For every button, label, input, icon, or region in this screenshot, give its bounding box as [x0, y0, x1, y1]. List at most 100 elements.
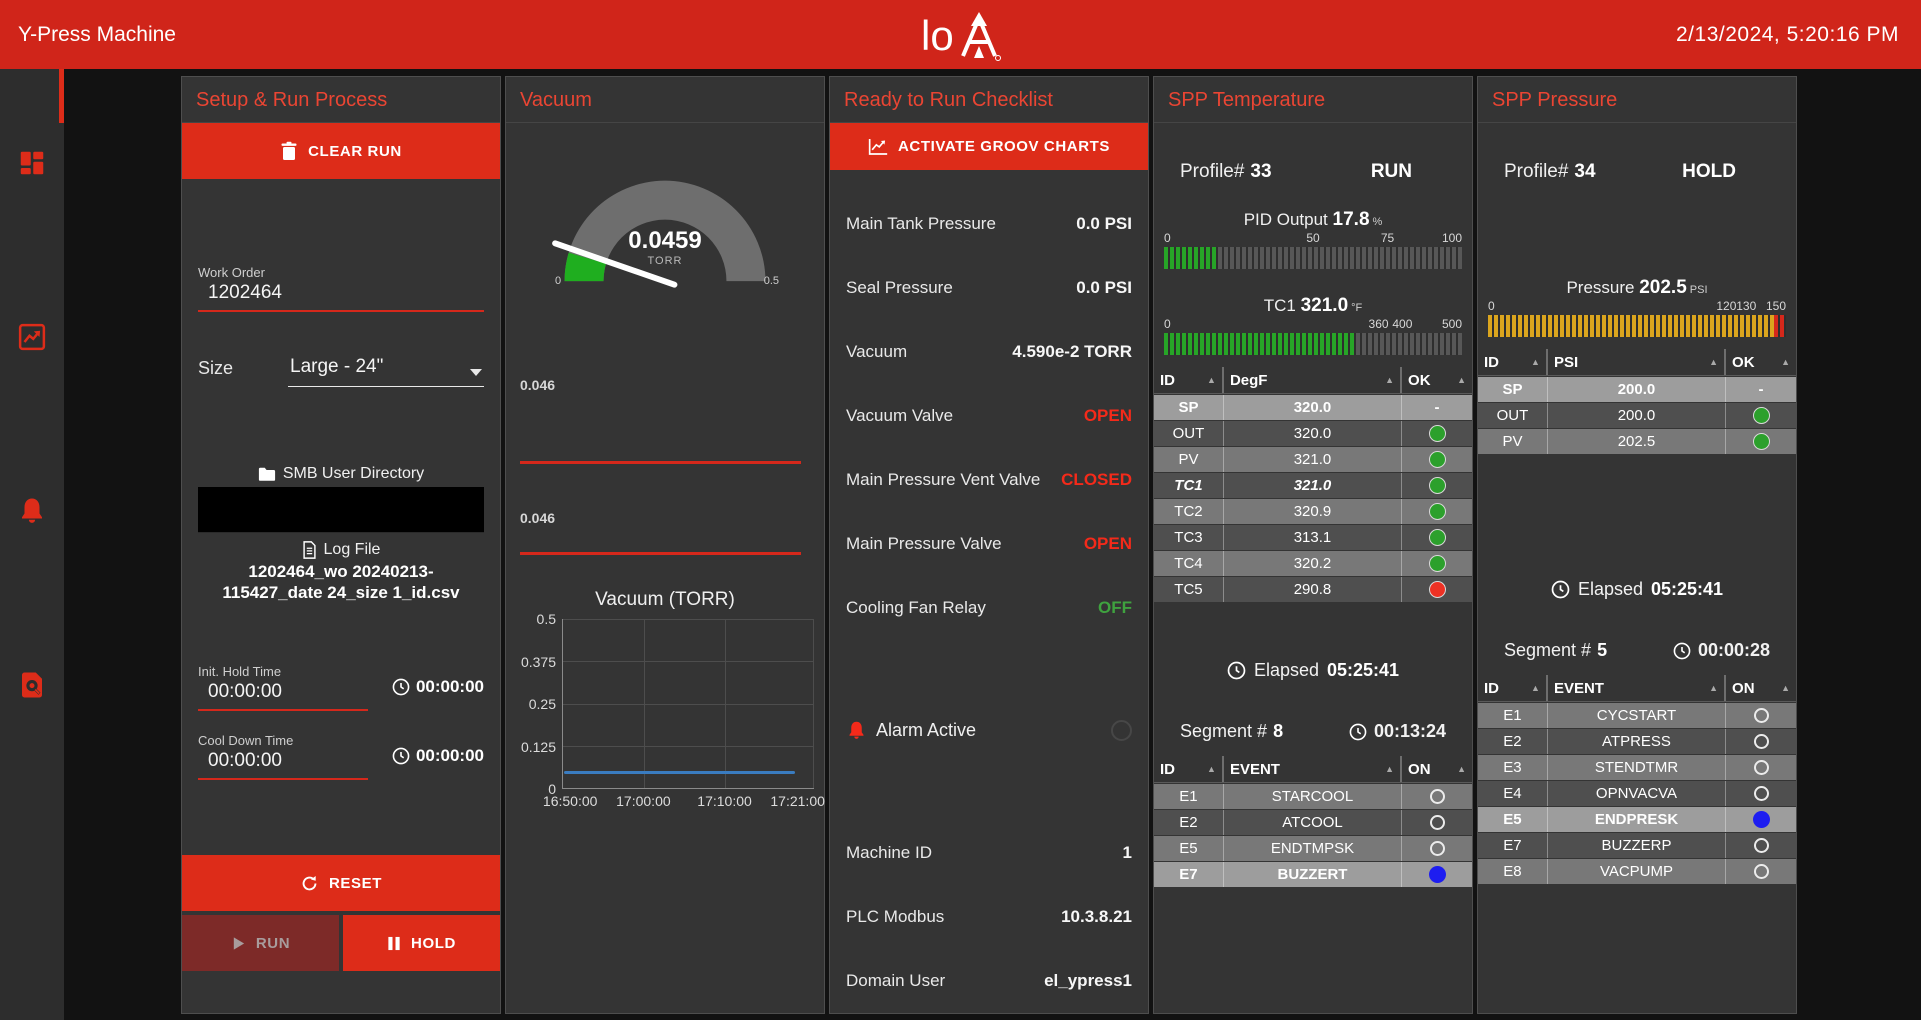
cool-down-label: Cool Down Time: [198, 732, 294, 748]
checklist-row-label: Main Tank Pressure: [846, 213, 996, 233]
checklist-row-value: 10.3.8.21: [1061, 907, 1132, 926]
status-dot-off: [1429, 841, 1445, 856]
activate-groov-charts-button[interactable]: ACTIVATE GROOV CHARTS: [830, 123, 1148, 170]
table-sort-header[interactable]: ID ▲: [1478, 349, 1548, 375]
gauge-tick-label: 150: [1765, 299, 1786, 313]
cell-value: 200.0: [1548, 403, 1727, 428]
checklist-row-label: Machine ID: [846, 843, 932, 862]
elapsed-row: Elapsed 05:25:41: [1154, 660, 1472, 681]
sidebar-item-dashboard[interactable]: [0, 143, 64, 183]
column-label: OK: [1732, 353, 1755, 371]
gauge-arc: [552, 180, 766, 288]
cool-down-time-input[interactable]: Cool Down Time 00:00:00: [198, 733, 368, 780]
document-icon: [302, 541, 316, 559]
panel-setup-run: Setup & Run Process CLEAR RUN Work Order…: [181, 76, 501, 1014]
table-sort-header[interactable]: EVENT ▲: [1224, 756, 1403, 782]
led-fill: [1488, 315, 1786, 337]
trend-line: [520, 461, 802, 464]
reset-label: RESET: [328, 874, 382, 892]
profile-row: Profile# 33 RUN: [1154, 161, 1472, 183]
clock-icon: [392, 747, 410, 765]
segment-timer: 00:00:28: [1673, 640, 1770, 661]
cell-status: [1726, 807, 1796, 832]
work-order-label: Work Order: [198, 265, 265, 280]
sort-asc-icon: ▲: [1781, 357, 1790, 367]
table-sort-header[interactable]: ID ▲: [1478, 675, 1548, 701]
smb-path-input[interactable]: [198, 487, 484, 533]
cell-value: 321.0: [1224, 473, 1403, 498]
cell-status: -: [1758, 381, 1764, 398]
sort-asc-icon: ▲: [1709, 357, 1719, 367]
pressure-gauge: Pressure 202.5 PSI 0 120 130 150: [1478, 277, 1796, 337]
table-sort-header[interactable]: OK ▲: [1402, 367, 1472, 393]
cell-id: PV: [1154, 447, 1224, 472]
table-sort-header[interactable]: PSI ▲: [1548, 349, 1727, 375]
cool-down-value: 00:00:00: [208, 749, 282, 771]
checklist-row-value: el_ypress1: [1044, 971, 1132, 990]
play-icon: [233, 936, 244, 950]
table-sort-header[interactable]: ON ▲: [1402, 756, 1472, 782]
alarm-status-indicator: [1111, 719, 1132, 741]
cell-status: [1402, 862, 1472, 887]
gauge-ticks: 0 360 400 500: [1164, 317, 1462, 332]
gauge-label: PID Output: [1243, 210, 1328, 229]
gauge-ticks: 0 120 130 150: [1488, 299, 1786, 314]
table-row: E1 STARCOOL: [1154, 784, 1472, 809]
table-sort-header[interactable]: DegF ▲: [1224, 367, 1403, 393]
y-axis-labels: 0.5 0.375 0.25 0.125 0: [520, 611, 556, 797]
table-sort-header[interactable]: ON ▲: [1726, 675, 1796, 701]
sidebar-item-alarms[interactable]: [0, 491, 64, 531]
cell-status: [1402, 447, 1472, 472]
size-select[interactable]: Large - 24": [288, 354, 484, 387]
cell-id: E7: [1478, 833, 1548, 858]
cell-status: [1726, 859, 1796, 884]
table-sort-header[interactable]: ID ▲: [1154, 756, 1224, 782]
status-dot-off: [1753, 760, 1769, 775]
table-row: E5 ENDPRESK: [1478, 807, 1796, 832]
table-row: E7 BUZZERP: [1478, 833, 1796, 858]
clear-run-button[interactable]: CLEAR RUN: [182, 123, 500, 179]
checklist-row-label: Domain User: [846, 971, 946, 990]
gauge-tick-label: 100: [1441, 231, 1462, 245]
alarm-active-label: Alarm Active: [876, 719, 977, 740]
registered-mark-icon: [994, 55, 1001, 61]
table-header-row: ID ▲ EVENT ▲ ON ▲: [1154, 756, 1472, 783]
table-row: E3 STENDTMR: [1478, 755, 1796, 780]
led-over-range: [1774, 315, 1786, 337]
checklist-row-label: Main Pressure Valve: [846, 533, 1002, 553]
status-dot-green: [1752, 407, 1770, 424]
checklist-row-label: Vacuum: [846, 341, 908, 361]
alarm-active-row: Alarm Active: [830, 704, 1148, 757]
active-indicator: [59, 69, 64, 123]
table-row: E2 ATCOOL: [1154, 810, 1472, 835]
init-hold-time-input[interactable]: Init. Hold Time 00:00:00: [198, 664, 368, 711]
table-sort-header[interactable]: ID ▲: [1154, 367, 1224, 393]
cell-status: [1726, 429, 1796, 454]
cool-down-timer: 00:00:00: [392, 746, 484, 766]
checklist-row-value: OPEN: [1083, 405, 1132, 425]
checklist-rows: Main Tank Pressure 0.0 PSI Seal Pressure 0.…: [830, 192, 1148, 640]
work-order-input[interactable]: Work Order 1202464: [198, 265, 484, 312]
gauge-tick-label: 400: [1392, 317, 1413, 331]
table-row: TC2 320.9: [1154, 499, 1472, 524]
reset-button[interactable]: RESET: [182, 855, 500, 911]
checklist-row: Machine ID 1: [830, 821, 1148, 885]
cell-status: [1402, 577, 1472, 602]
gauge-tick-label: 130: [1736, 299, 1757, 313]
temperature-events-table: ID ▲ EVENT ▲ ON ▲ E1 STARCOOL E2 ATCOOL E5 ENDTMPSK…: [1154, 756, 1472, 887]
sidebar-item-log-viewer[interactable]: [0, 665, 64, 705]
segment-number: 5: [1597, 640, 1608, 660]
hold-button[interactable]: HOLD: [343, 915, 500, 971]
table-sort-header[interactable]: OK ▲: [1726, 349, 1796, 375]
table-sort-header[interactable]: EVENT ▲: [1548, 675, 1727, 701]
gauge-tick-label: 0: [1488, 299, 1495, 313]
status-dot-green: [1428, 477, 1446, 494]
run-button[interactable]: RUN: [182, 915, 339, 971]
cell-id: E2: [1154, 810, 1224, 835]
checklist-row-value: 0.0 PSI: [1076, 213, 1132, 233]
cell-id: E7: [1154, 862, 1224, 887]
run-label: RUN: [255, 934, 291, 952]
sidebar-item-trends[interactable]: [0, 317, 64, 357]
trend-chart-icon: [18, 323, 46, 351]
cell-id: PV: [1478, 429, 1548, 454]
